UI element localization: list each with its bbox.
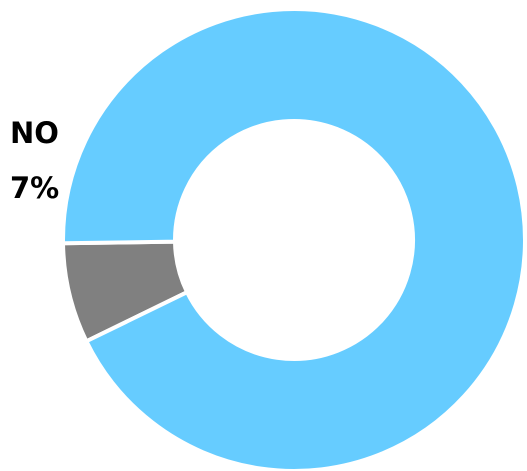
donut-slice-other <box>61 7 527 471</box>
slice-value-label-no: 7% <box>10 171 59 205</box>
donut-slices <box>60 7 527 471</box>
slice-label-no: NO <box>10 116 59 150</box>
